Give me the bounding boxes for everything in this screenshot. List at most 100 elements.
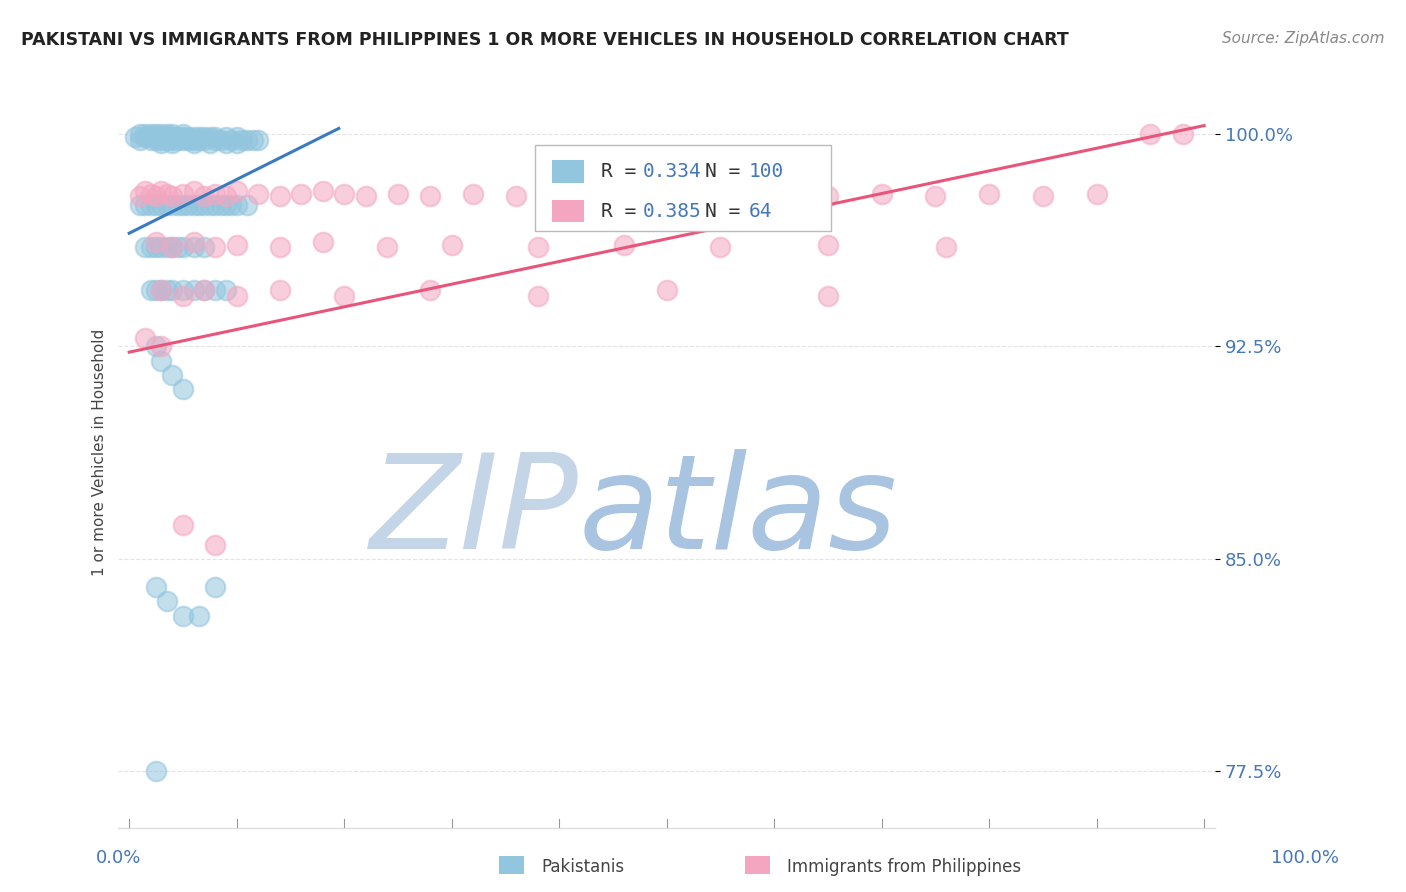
Point <box>935 240 957 254</box>
Point <box>172 240 194 254</box>
Point <box>145 198 167 212</box>
Point <box>134 129 156 144</box>
FancyBboxPatch shape <box>536 145 831 231</box>
Point <box>354 189 377 203</box>
Point <box>188 198 211 212</box>
Point <box>463 186 485 201</box>
Point <box>221 198 243 212</box>
Point <box>156 133 179 147</box>
Point <box>160 129 183 144</box>
Point <box>225 129 247 144</box>
Point <box>183 240 205 254</box>
Text: N =: N = <box>704 202 752 220</box>
Point <box>204 240 226 254</box>
Bar <box>551 160 585 183</box>
Point <box>204 283 226 297</box>
Point <box>150 353 173 368</box>
Point <box>156 186 179 201</box>
Point <box>160 127 183 141</box>
Point <box>129 198 152 212</box>
Point <box>183 136 205 150</box>
Text: Immigrants from Philippines: Immigrants from Philippines <box>787 858 1022 876</box>
Point <box>311 235 333 249</box>
Point <box>150 129 173 144</box>
Point <box>150 136 173 150</box>
Point <box>817 288 839 302</box>
Point <box>198 198 221 212</box>
Point <box>183 133 205 147</box>
Point <box>269 189 291 203</box>
Point <box>817 189 839 203</box>
Point <box>139 127 162 141</box>
Point <box>172 517 194 532</box>
Point <box>375 240 398 254</box>
Point <box>129 189 152 203</box>
Point <box>172 382 194 396</box>
Point <box>231 133 253 147</box>
Point <box>150 283 173 297</box>
Point <box>1139 127 1161 141</box>
Text: N =: N = <box>704 161 752 181</box>
Point <box>156 283 179 297</box>
Point <box>236 133 259 147</box>
Point <box>655 283 678 297</box>
Point <box>145 580 167 594</box>
Point <box>134 127 156 141</box>
Point <box>333 186 356 201</box>
Point <box>183 235 205 249</box>
Point <box>166 129 188 144</box>
Point <box>198 136 221 150</box>
Point <box>134 184 156 198</box>
Point <box>602 189 624 203</box>
Point <box>139 240 162 254</box>
Point <box>209 198 232 212</box>
Point <box>160 240 183 254</box>
Point <box>290 186 312 201</box>
Point <box>204 133 226 147</box>
Point <box>924 189 946 203</box>
Point <box>242 133 264 147</box>
Point <box>215 189 238 203</box>
Point <box>204 580 226 594</box>
Point <box>172 186 194 201</box>
Point <box>193 189 215 203</box>
Point <box>193 129 215 144</box>
Text: 100: 100 <box>749 161 785 181</box>
Point <box>247 186 270 201</box>
Point <box>440 237 463 252</box>
Text: atlas: atlas <box>579 450 898 576</box>
Text: PAKISTANI VS IMMIGRANTS FROM PHILIPPINES 1 OR MORE VEHICLES IN HOUSEHOLD CORRELA: PAKISTANI VS IMMIGRANTS FROM PHILIPPINES… <box>21 31 1069 49</box>
Text: 0.334: 0.334 <box>643 161 702 181</box>
Point <box>166 133 188 147</box>
Text: Pakistanis: Pakistanis <box>541 858 624 876</box>
Point <box>134 198 156 212</box>
Point <box>134 331 156 345</box>
Point <box>177 198 200 212</box>
Point <box>139 186 162 201</box>
Point <box>247 133 270 147</box>
Point <box>150 283 173 297</box>
Point <box>188 129 211 144</box>
Point <box>156 129 179 144</box>
Point <box>129 127 152 141</box>
Point <box>177 129 200 144</box>
Point <box>188 133 211 147</box>
Point <box>215 136 238 150</box>
Point <box>193 198 215 212</box>
Point <box>156 240 179 254</box>
Point <box>236 198 259 212</box>
Point <box>160 368 183 382</box>
Point <box>183 129 205 144</box>
Text: R =: R = <box>600 202 648 220</box>
Point <box>225 198 247 212</box>
Point <box>763 186 786 201</box>
Text: 64: 64 <box>749 202 772 220</box>
Point <box>505 189 527 203</box>
Point <box>160 198 183 212</box>
Text: R =: R = <box>600 161 648 181</box>
Point <box>709 189 731 203</box>
Text: 0.385: 0.385 <box>643 202 702 220</box>
Point <box>172 133 194 147</box>
Y-axis label: 1 or more Vehicles in Household: 1 or more Vehicles in Household <box>93 329 107 576</box>
Point <box>225 184 247 198</box>
